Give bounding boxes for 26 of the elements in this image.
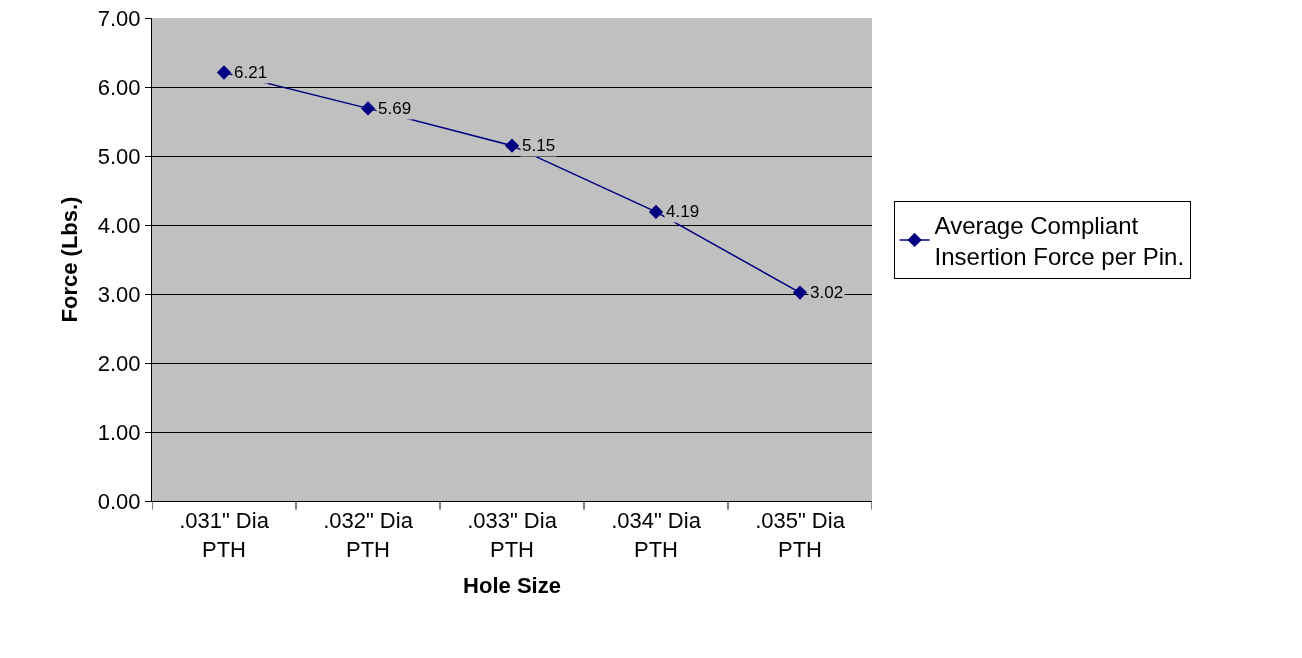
point — [648, 204, 664, 220]
data-label: 5.15 — [522, 136, 556, 155]
y-tick-label: 0.00 — [97, 488, 141, 514]
x-tick-label: .035" Dia PTH — [755, 508, 846, 562]
point — [792, 285, 808, 300]
y-tick-label: 5.00 — [97, 143, 141, 169]
y-tick-label: 1.00 — [97, 419, 141, 445]
y-tick-label: 6.00 — [97, 74, 141, 100]
y-tick-label: 4.00 — [97, 212, 141, 238]
data-label: 4.19 — [666, 202, 700, 221]
point — [360, 101, 376, 116]
x-axis-title: Hole Size — [463, 572, 561, 598]
point — [504, 138, 520, 153]
y-axis-title: Force (Lbs.) — [56, 196, 82, 323]
data-label: 3.02 — [810, 283, 844, 302]
x-tick-label: .034" Dia PTH — [611, 508, 702, 562]
y-tick-label: 3.00 — [97, 281, 141, 307]
y-tick-label: 2.00 — [97, 350, 141, 376]
y-tick-label: 7.00 — [97, 5, 141, 31]
data-label: 5.69 — [378, 99, 412, 118]
x-tick-label: .033" Dia PTH — [467, 508, 558, 562]
x-tick-label: .032" Dia PTH — [323, 508, 414, 562]
legend-label: Average Compliant Insertion Force per Pin. — [934, 211, 1185, 270]
x-tick-label: .031" Dia PTH — [179, 508, 270, 562]
point — [216, 65, 232, 80]
data-label: 6.21 — [234, 63, 268, 82]
